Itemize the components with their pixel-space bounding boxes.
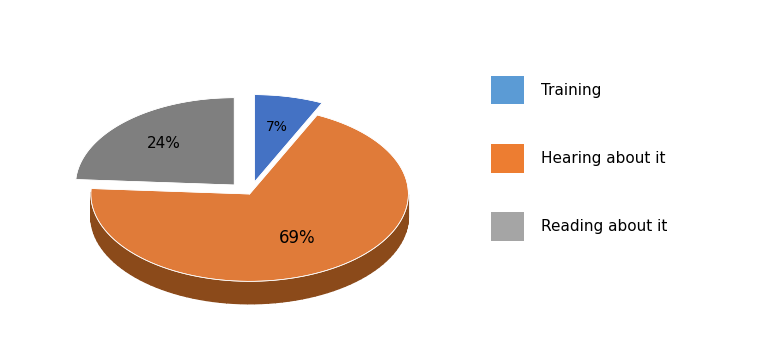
Polygon shape	[321, 270, 328, 294]
Polygon shape	[95, 215, 98, 241]
Polygon shape	[374, 245, 379, 270]
Polygon shape	[99, 222, 102, 248]
Polygon shape	[174, 271, 180, 295]
Polygon shape	[268, 280, 275, 303]
Polygon shape	[393, 228, 395, 254]
Polygon shape	[395, 225, 399, 251]
Polygon shape	[328, 268, 333, 293]
Polygon shape	[356, 256, 360, 282]
Polygon shape	[370, 248, 374, 273]
Polygon shape	[140, 257, 146, 283]
Polygon shape	[180, 273, 186, 297]
Polygon shape	[289, 278, 296, 301]
Polygon shape	[131, 252, 136, 277]
Polygon shape	[406, 206, 407, 232]
Polygon shape	[254, 281, 261, 304]
Polygon shape	[94, 211, 95, 238]
Polygon shape	[122, 246, 126, 271]
Text: Hearing about it: Hearing about it	[541, 151, 665, 166]
Bar	[491, 212, 524, 241]
Polygon shape	[151, 262, 157, 287]
Polygon shape	[76, 98, 234, 185]
Polygon shape	[383, 238, 386, 264]
Polygon shape	[114, 240, 118, 265]
Text: 24%: 24%	[147, 136, 181, 151]
Text: Training: Training	[541, 82, 601, 98]
Text: 7%: 7%	[266, 120, 288, 134]
Polygon shape	[275, 279, 282, 303]
Polygon shape	[401, 217, 402, 243]
Text: Reading about it: Reading about it	[541, 219, 667, 234]
Polygon shape	[261, 281, 268, 303]
Polygon shape	[240, 281, 247, 304]
Polygon shape	[333, 266, 339, 291]
Polygon shape	[339, 264, 345, 288]
Polygon shape	[168, 269, 174, 293]
Text: 69%: 69%	[278, 229, 315, 247]
Polygon shape	[233, 281, 240, 303]
Polygon shape	[350, 259, 356, 284]
Bar	[491, 76, 524, 104]
Polygon shape	[390, 231, 393, 257]
Polygon shape	[105, 230, 108, 255]
Polygon shape	[108, 233, 111, 259]
Polygon shape	[92, 204, 93, 230]
Polygon shape	[146, 260, 151, 285]
Polygon shape	[399, 221, 401, 247]
Polygon shape	[345, 261, 350, 286]
Polygon shape	[157, 265, 162, 289]
Polygon shape	[360, 254, 366, 279]
Bar	[491, 144, 524, 173]
Polygon shape	[136, 255, 140, 280]
Polygon shape	[193, 276, 200, 299]
Polygon shape	[102, 226, 105, 252]
Polygon shape	[227, 280, 233, 303]
Polygon shape	[213, 279, 220, 302]
Polygon shape	[93, 208, 94, 234]
Polygon shape	[402, 213, 404, 240]
Polygon shape	[379, 242, 383, 267]
Polygon shape	[309, 274, 315, 297]
Polygon shape	[220, 280, 227, 303]
Polygon shape	[404, 210, 406, 236]
Polygon shape	[162, 267, 168, 291]
Polygon shape	[200, 277, 207, 301]
Polygon shape	[118, 243, 122, 269]
Polygon shape	[126, 249, 131, 274]
Polygon shape	[254, 95, 322, 182]
Polygon shape	[407, 202, 408, 229]
Polygon shape	[386, 235, 390, 261]
Polygon shape	[247, 281, 254, 304]
Polygon shape	[296, 276, 302, 300]
Polygon shape	[366, 251, 370, 276]
Polygon shape	[111, 237, 114, 262]
Polygon shape	[302, 275, 309, 299]
Polygon shape	[90, 115, 409, 281]
Polygon shape	[282, 279, 289, 302]
Polygon shape	[186, 274, 193, 298]
Polygon shape	[207, 278, 213, 301]
Polygon shape	[315, 272, 321, 296]
Polygon shape	[98, 219, 99, 245]
